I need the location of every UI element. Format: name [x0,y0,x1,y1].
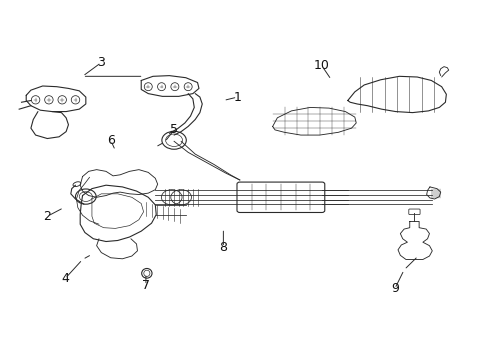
Text: 10: 10 [313,59,329,72]
Text: 5: 5 [170,123,178,136]
Text: 6: 6 [106,134,114,147]
Text: 1: 1 [233,91,241,104]
Text: 3: 3 [97,56,105,69]
Text: 8: 8 [219,241,227,254]
Text: 9: 9 [390,282,398,295]
Text: 2: 2 [43,210,51,223]
Text: 4: 4 [61,272,69,285]
Text: 7: 7 [142,279,150,292]
